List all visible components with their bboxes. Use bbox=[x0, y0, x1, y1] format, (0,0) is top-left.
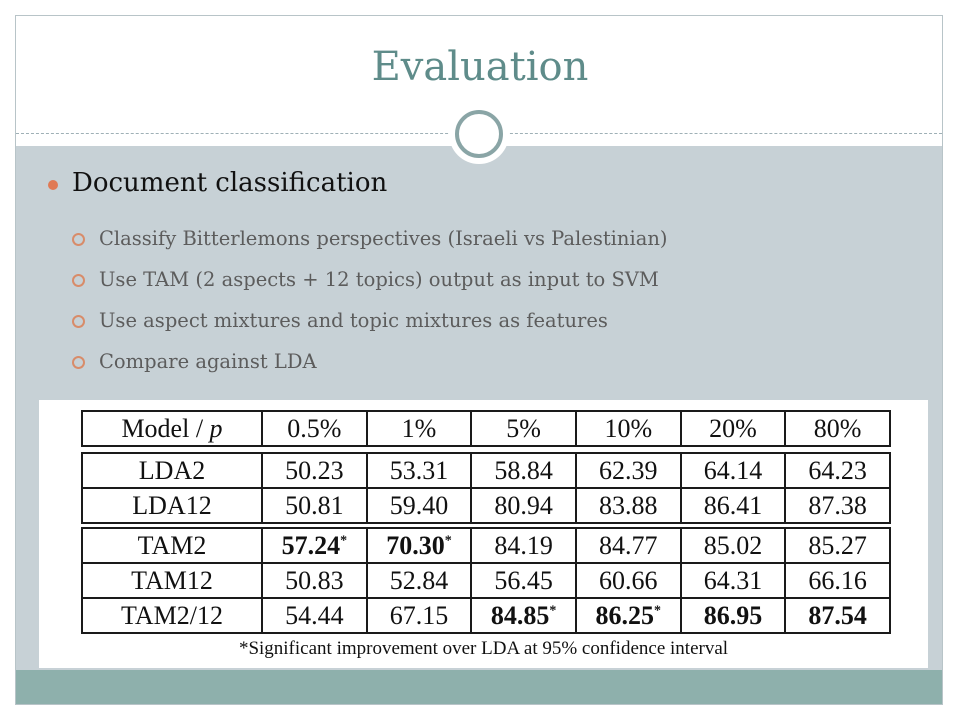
sub-bullet-text: Use aspect mixtures and topic mixtures a… bbox=[99, 309, 608, 332]
table-row: LDA2 50.23 53.31 58.84 62.39 64.14 64.23 bbox=[81, 452, 891, 489]
header-cell: 20% bbox=[679, 410, 787, 447]
value-cell: 54.44 bbox=[261, 597, 368, 634]
results-table-header: Model / p 0.5% 1% 5% 10% 20% 80% bbox=[81, 410, 891, 447]
model-cell: TAM12 bbox=[81, 562, 263, 599]
value-cell: 86.41 bbox=[679, 487, 787, 524]
ring-bullet-icon bbox=[72, 315, 85, 328]
sub-bullet-text: Classify Bitterlemons perspectives (Isra… bbox=[99, 227, 668, 250]
value-cell: 50.23 bbox=[261, 452, 368, 489]
value-cell: 59.40 bbox=[365, 487, 473, 524]
sub-bullet: Use TAM (2 aspects + 12 topics) output a… bbox=[72, 259, 667, 300]
header-cell-model: Model / p bbox=[81, 410, 263, 447]
bullet-dot-icon bbox=[48, 180, 58, 190]
lda-results-block: LDA2 50.23 53.31 58.84 62.39 64.14 64.23… bbox=[81, 452, 891, 524]
value-cell: 52.84 bbox=[365, 562, 473, 599]
value-cell: 64.23 bbox=[784, 452, 891, 489]
significance-mark: * bbox=[549, 602, 557, 618]
header-cell: 10% bbox=[574, 410, 682, 447]
value-cell: 83.88 bbox=[574, 487, 682, 524]
model-cell: LDA2 bbox=[81, 452, 263, 489]
value-cell: 67.15 bbox=[365, 597, 473, 634]
main-bullet: Document classification bbox=[48, 168, 387, 198]
ring-bullet-icon bbox=[72, 233, 85, 246]
header-cell: 0.5% bbox=[261, 410, 368, 447]
results-table-panel: Model / p 0.5% 1% 5% 10% 20% 80% LDA2 50… bbox=[39, 400, 928, 668]
sub-bullet: Compare against LDA bbox=[72, 341, 667, 382]
sub-bullet: Classify Bitterlemons perspectives (Isra… bbox=[72, 218, 667, 259]
header-cell: 80% bbox=[784, 410, 891, 447]
value-cell: 62.39 bbox=[574, 452, 682, 489]
value-cell: 64.14 bbox=[679, 452, 787, 489]
value-cell-significant: 57.24* bbox=[261, 527, 368, 564]
ring-bullet-icon bbox=[72, 356, 85, 369]
value-cell: 50.81 bbox=[261, 487, 368, 524]
table-row: TAM2 57.24* 70.30* 84.19 84.77 85.02 85.… bbox=[81, 527, 891, 564]
value-cell: 64.31 bbox=[679, 562, 787, 599]
value-cell: 85.02 bbox=[679, 527, 787, 564]
value-cell-significant: 84.85* bbox=[470, 597, 577, 634]
significance-mark: * bbox=[340, 532, 348, 548]
value-cell: 84.19 bbox=[470, 527, 577, 564]
model-cell: LDA12 bbox=[81, 487, 263, 524]
sub-bullet-text: Compare against LDA bbox=[99, 350, 317, 373]
footer-band bbox=[16, 670, 942, 704]
model-cell: TAM2/12 bbox=[81, 597, 263, 634]
value-cell: 56.45 bbox=[470, 562, 577, 599]
value-cell-significant: 86.25* bbox=[574, 597, 682, 634]
value-cell: 66.16 bbox=[784, 562, 891, 599]
value-cell-significant: 70.30* bbox=[365, 527, 473, 564]
value-cell: 60.66 bbox=[574, 562, 682, 599]
table-header-row: Model / p 0.5% 1% 5% 10% 20% 80% bbox=[81, 410, 891, 447]
sub-bullet-text: Use TAM (2 aspects + 12 topics) output a… bbox=[99, 268, 659, 291]
ring-bullet-icon bbox=[72, 274, 85, 287]
value-cell: 85.27 bbox=[784, 527, 891, 564]
value-cell: 80.94 bbox=[470, 487, 577, 524]
value-cell: 87.38 bbox=[784, 487, 891, 524]
tam-results-block: TAM2 57.24* 70.30* 84.19 84.77 85.02 85.… bbox=[81, 527, 891, 634]
header-cell: 5% bbox=[470, 410, 577, 447]
value-cell-best: 87.54 bbox=[784, 597, 891, 634]
table-row: LDA12 50.81 59.40 80.94 83.88 86.41 87.3… bbox=[81, 487, 891, 524]
table-row: TAM2/12 54.44 67.15 84.85* 86.25* 86.95 … bbox=[81, 597, 891, 634]
model-cell: TAM2 bbox=[81, 527, 263, 564]
table-footnote: *Significant improvement over LDA at 95%… bbox=[238, 638, 729, 659]
value-cell: 58.84 bbox=[470, 452, 577, 489]
sub-bullet-list: Classify Bitterlemons perspectives (Isra… bbox=[72, 218, 667, 382]
significance-mark: * bbox=[654, 602, 662, 618]
value-cell: 53.31 bbox=[365, 452, 473, 489]
table-row: TAM12 50.83 52.84 56.45 60.66 64.31 66.1… bbox=[81, 562, 891, 599]
value-cell-best: 86.95 bbox=[679, 597, 787, 634]
significance-mark: * bbox=[444, 532, 452, 548]
main-bullet-text: Document classification bbox=[72, 168, 388, 198]
value-cell: 84.77 bbox=[574, 527, 682, 564]
sub-bullet: Use aspect mixtures and topic mixtures a… bbox=[72, 300, 667, 341]
slide-title: Evaluation bbox=[371, 44, 589, 90]
value-cell: 50.83 bbox=[261, 562, 368, 599]
header-var-p: p bbox=[209, 413, 223, 443]
header-cell: 1% bbox=[365, 410, 473, 447]
circle-ornament-icon bbox=[455, 110, 503, 158]
